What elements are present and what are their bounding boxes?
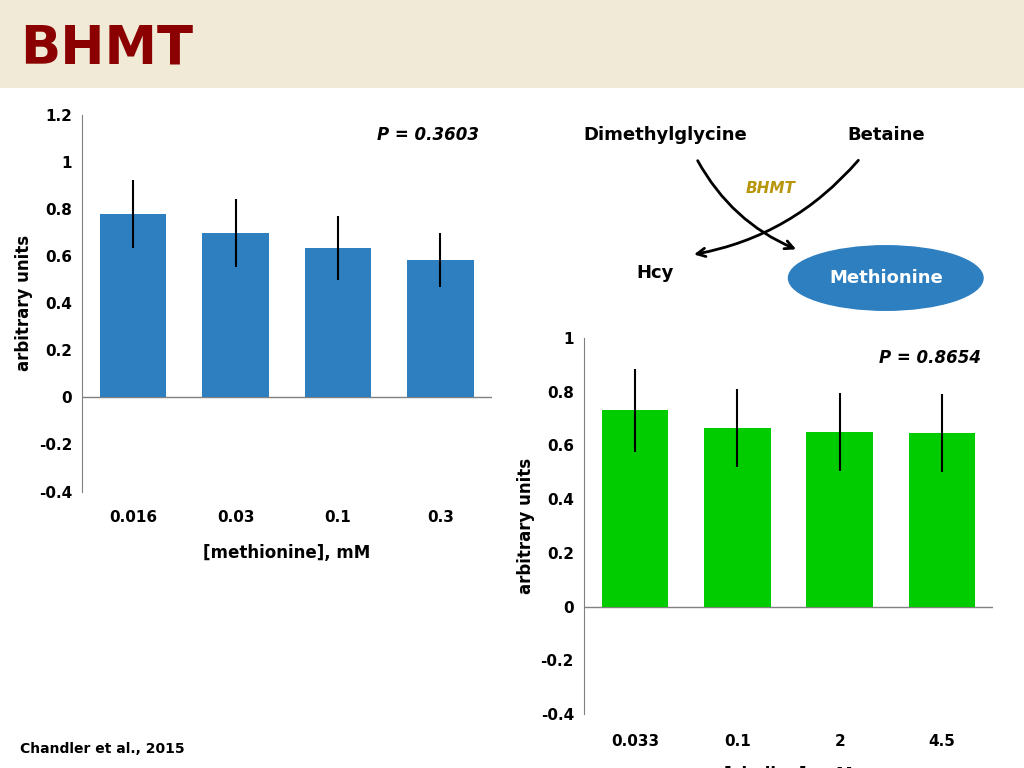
- Text: Dimethylglycine: Dimethylglycine: [584, 126, 748, 144]
- Y-axis label: arbitrary units: arbitrary units: [15, 235, 33, 372]
- Bar: [909, 433, 975, 607]
- Text: 0.03: 0.03: [217, 511, 254, 525]
- Text: BHMT: BHMT: [745, 180, 796, 196]
- X-axis label: [methionine], mM: [methionine], mM: [203, 544, 371, 561]
- Text: 4.5: 4.5: [929, 733, 955, 749]
- Text: 2: 2: [835, 733, 845, 749]
- Bar: [100, 214, 166, 398]
- Text: Hcy: Hcy: [637, 264, 674, 283]
- Text: 0.016: 0.016: [110, 511, 157, 525]
- Text: P = 0.3603: P = 0.3603: [377, 127, 479, 144]
- Text: Betaine: Betaine: [847, 126, 925, 144]
- Bar: [807, 432, 872, 607]
- Bar: [705, 428, 771, 607]
- Text: BHMT: BHMT: [20, 22, 194, 74]
- FancyArrowPatch shape: [697, 161, 794, 249]
- Bar: [602, 410, 669, 607]
- Text: 0.1: 0.1: [724, 733, 751, 749]
- FancyArrowPatch shape: [697, 161, 858, 257]
- X-axis label: [choline], mM: [choline], mM: [724, 766, 853, 768]
- Text: Methionine: Methionine: [828, 269, 943, 287]
- Bar: [408, 260, 473, 398]
- Y-axis label: arbitrary units: arbitrary units: [517, 458, 535, 594]
- Text: Chandler et al., 2015: Chandler et al., 2015: [20, 743, 185, 756]
- Text: P = 0.8654: P = 0.8654: [879, 349, 981, 367]
- Text: 0.033: 0.033: [611, 733, 658, 749]
- Text: 0.1: 0.1: [325, 511, 351, 525]
- Bar: [203, 233, 268, 398]
- Bar: [305, 248, 371, 398]
- Ellipse shape: [788, 246, 983, 310]
- Text: 0.3: 0.3: [427, 511, 454, 525]
